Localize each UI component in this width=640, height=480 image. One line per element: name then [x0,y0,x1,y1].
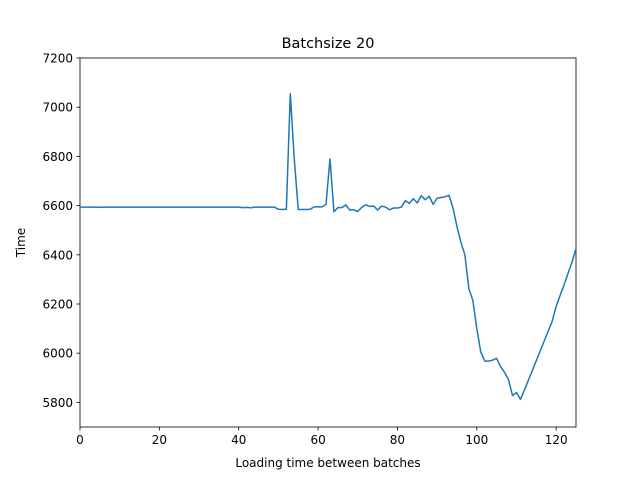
x-tick-label: 80 [390,433,405,447]
y-tick-label: 6200 [42,298,73,312]
plot-area [79,57,577,428]
x-tick-label: 0 [76,433,84,447]
series-line [79,92,577,401]
x-tick-label: 100 [465,433,488,447]
chart-title: Batchsize 20 [282,36,375,52]
y-tick-label: 6400 [42,248,73,262]
y-axis-label: Time [14,228,28,258]
x-tick-label: 120 [545,433,568,447]
y-axis-ticks: 5800 6000 6200 6400 6600 6800 7000 7200 [42,52,80,410]
y-tick-label: 6000 [42,347,73,361]
plot-frame [79,57,577,428]
y-tick-label: 6600 [42,199,73,213]
y-tick-label: 6800 [42,150,73,164]
y-tick-label: 7000 [42,101,73,115]
x-axis-label: Loading time between batches [235,456,420,470]
y-tick-label: 7200 [42,52,73,66]
x-axis-ticks: 0 20 40 60 80 100 120 [76,427,568,447]
x-tick-label: 40 [231,433,246,447]
x-tick-label: 60 [310,433,325,447]
y-tick-label: 5800 [42,396,73,410]
x-tick-label: 20 [152,433,167,447]
